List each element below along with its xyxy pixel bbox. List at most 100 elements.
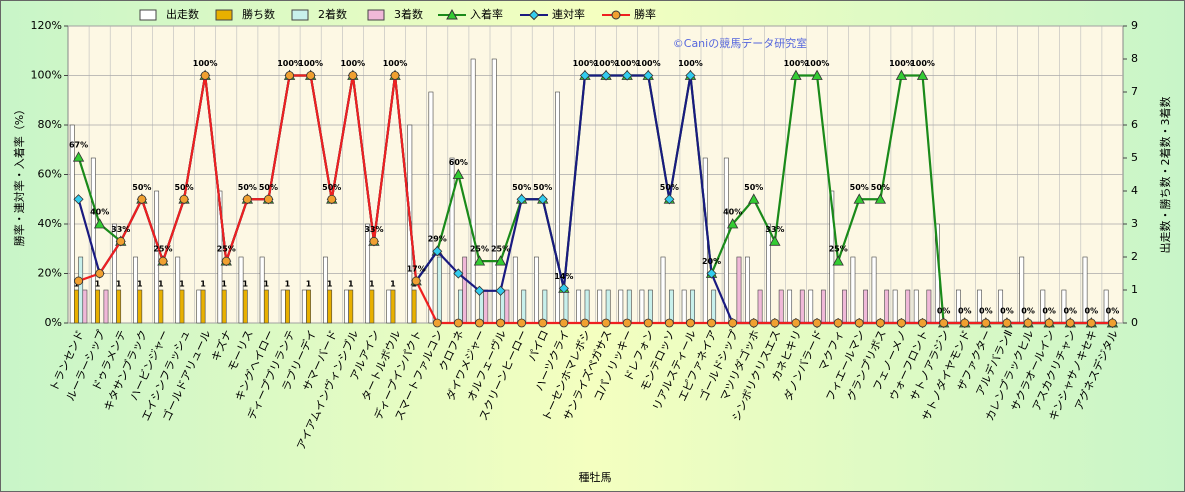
point — [559, 318, 569, 328]
point — [285, 71, 294, 80]
bar — [280, 289, 286, 324]
data-label: 0% — [979, 307, 993, 316]
bar — [892, 289, 898, 324]
legend-label: 出走数 — [166, 7, 199, 21]
data-label: 100% — [678, 59, 703, 68]
bar — [369, 289, 375, 324]
bar — [483, 289, 489, 324]
bar — [327, 289, 333, 324]
bar — [306, 289, 311, 324]
legend-label: 勝率 — [634, 7, 656, 21]
bar — [711, 289, 717, 324]
y-tick-label: 80% — [38, 118, 62, 131]
bar — [103, 289, 109, 324]
bar — [787, 289, 793, 324]
point — [558, 283, 569, 294]
data-label: 33% — [111, 225, 130, 234]
point — [158, 256, 168, 266]
point — [728, 318, 738, 328]
point — [516, 194, 527, 205]
data-label: 25% — [491, 245, 510, 254]
bar — [534, 256, 539, 324]
bar — [462, 256, 468, 324]
point — [242, 194, 252, 204]
bar — [626, 289, 632, 324]
y-tick-label: 60% — [38, 168, 62, 181]
data-label: 50% — [512, 183, 531, 192]
bar — [871, 256, 877, 324]
bar — [842, 289, 847, 324]
point — [643, 318, 653, 328]
y2-tick-label: 7 — [1131, 85, 1138, 98]
bar — [681, 289, 687, 324]
point — [685, 70, 696, 81]
bar — [449, 157, 455, 324]
bar — [504, 289, 510, 324]
point — [474, 285, 485, 296]
y2-tick-label: 0 — [1131, 316, 1138, 329]
point — [74, 276, 83, 286]
point — [874, 193, 887, 204]
point — [432, 318, 442, 328]
data-label: 50% — [850, 183, 869, 192]
data-label: 40% — [90, 208, 109, 217]
data-label: 100% — [383, 59, 408, 68]
bar — [116, 289, 122, 324]
bar-label: 1 — [369, 280, 375, 289]
bar-label: 1 — [242, 280, 248, 289]
point — [875, 318, 885, 328]
bar — [263, 289, 269, 324]
point — [895, 69, 908, 80]
point — [854, 318, 864, 328]
bar — [863, 289, 868, 324]
point — [643, 70, 654, 81]
point — [1086, 318, 1096, 328]
point — [1023, 318, 1033, 328]
bar — [647, 289, 653, 324]
point — [918, 318, 927, 328]
data-label: 0% — [958, 307, 972, 316]
bar — [913, 289, 919, 324]
point — [1065, 318, 1075, 328]
point — [496, 318, 505, 328]
bar — [90, 157, 96, 324]
bar — [669, 289, 674, 324]
point — [432, 246, 443, 257]
legend-swatch — [291, 9, 309, 21]
point — [306, 71, 316, 80]
bar — [301, 289, 307, 324]
point — [706, 268, 717, 279]
point — [73, 194, 84, 205]
point — [726, 218, 739, 229]
bar-label: 1 — [327, 280, 333, 289]
bar — [285, 289, 290, 324]
watermark: ©Caniの競馬データ研究室 — [673, 36, 807, 50]
legend-label: 2着数 — [318, 7, 347, 21]
y-axis-title: 勝率・連対率・入着率（%） — [12, 104, 26, 246]
data-label: 50% — [322, 183, 341, 192]
point — [453, 318, 463, 328]
y2-tick-label: 1 — [1131, 283, 1138, 296]
bar-label: 1 — [306, 280, 312, 289]
bar — [175, 256, 181, 324]
point — [327, 194, 337, 204]
point — [832, 255, 844, 266]
data-label: 100% — [193, 59, 218, 68]
bar-label: 1 — [264, 280, 270, 289]
data-label: 50% — [871, 183, 890, 192]
bar — [238, 256, 244, 324]
point — [790, 69, 802, 80]
bar — [542, 289, 548, 324]
legend-swatch — [367, 9, 385, 21]
point — [475, 318, 484, 328]
bar-label: 1 — [221, 280, 227, 289]
point — [179, 194, 189, 204]
point — [390, 71, 400, 80]
bar — [259, 256, 265, 324]
bar-label: 1 — [200, 280, 206, 289]
bar — [112, 223, 117, 324]
bar — [78, 256, 84, 324]
bar — [639, 289, 645, 324]
bar — [221, 289, 227, 324]
